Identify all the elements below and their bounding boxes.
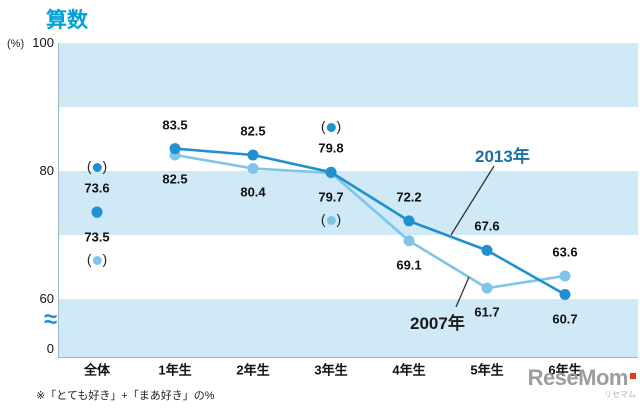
value-label-2013年-6年生: 60.7 (552, 311, 578, 327)
paren-dot-marker-2013年: () (320, 118, 342, 135)
data-point-2013年-4年生 (403, 215, 415, 227)
value-label-2007年-全体: 73.5 (84, 229, 110, 245)
watermark-text: ReseMom (527, 365, 629, 390)
value-label-2013年-3年生: 79.8 (318, 140, 344, 156)
annotation-2007年: 2007年 (410, 314, 465, 333)
series-line-2013年 (174, 147, 566, 296)
data-point-2013年-2年生 (247, 149, 259, 161)
chart-title: 算数 (46, 9, 88, 32)
y-tick-60: 60 (39, 291, 54, 306)
annotation-leader-2013年 (450, 165, 495, 236)
chart-plot-area (58, 43, 638, 358)
y-tick-0: 0 (46, 341, 54, 356)
paren-dot-marker-2007年: () (320, 210, 342, 227)
value-label-2007年-4年生: 69.1 (396, 257, 422, 273)
value-label-2013年-4年生: 72.2 (396, 189, 422, 205)
series-dot-icon (326, 215, 336, 225)
data-point-2007年-6年生 (559, 270, 571, 282)
value-label-2007年-2年生: 80.4 (240, 184, 266, 200)
value-label-2013年-全体: 73.6 (84, 180, 110, 196)
data-point-2007年-4年生 (403, 235, 415, 247)
data-point-2007年-2年生 (247, 162, 259, 174)
value-label-2007年-3年生: 79.7 (318, 189, 344, 205)
category-label-2年生: 2年生 (236, 362, 270, 378)
annotation-leader-2007年 (455, 276, 470, 308)
data-point-2013年-全体 (91, 206, 103, 218)
watermark-red-dot-icon (630, 372, 636, 379)
y-tick-80: 80 (39, 163, 54, 178)
series-line-2007年 (174, 153, 566, 290)
value-label-2013年-5年生: 67.6 (474, 218, 500, 234)
value-label-2007年-5年生: 61.7 (474, 304, 500, 320)
resemom-watermark: ReseMom リセマム (527, 365, 636, 400)
y-axis-unit-label: (%) (7, 38, 25, 50)
chart-footnote: ※「とても好き」+「まあ好き」の% (36, 390, 215, 402)
y-tick-100: 100 (32, 35, 54, 50)
category-label-3年生: 3年生 (314, 362, 348, 378)
value-label-2013年-1年生: 83.5 (162, 117, 188, 133)
category-label-5年生: 5年生 (470, 362, 504, 378)
series-dot-icon (92, 162, 102, 172)
value-label-2013年-2年生: 82.5 (240, 123, 266, 139)
category-label-6年生: 6年生 (548, 362, 582, 378)
paren-dot-marker-2013年: () (86, 157, 108, 174)
series-dot-icon (326, 123, 336, 133)
watermark-subtext: リセマム (604, 390, 636, 400)
category-label-全体: 全体 (83, 362, 111, 378)
data-point-2013年-3年生 (325, 166, 337, 178)
value-label-2007年-1年生: 82.5 (162, 171, 188, 187)
category-label-4年生: 4年生 (392, 362, 426, 378)
data-point-2007年-5年生 (481, 282, 493, 294)
data-point-2013年-6年生 (559, 289, 571, 301)
paren-dot-marker-2007年: () (86, 250, 108, 267)
category-label-1年生: 1年生 (158, 362, 192, 378)
annotation-2013年: 2013年 (475, 147, 530, 166)
data-point-2013年-1年生 (169, 143, 181, 155)
axis-break-icon: ≈ (44, 306, 58, 333)
data-point-2013年-5年生 (481, 244, 493, 256)
series-dot-icon (92, 255, 102, 265)
value-label-2007年-6年生: 63.6 (552, 244, 578, 260)
